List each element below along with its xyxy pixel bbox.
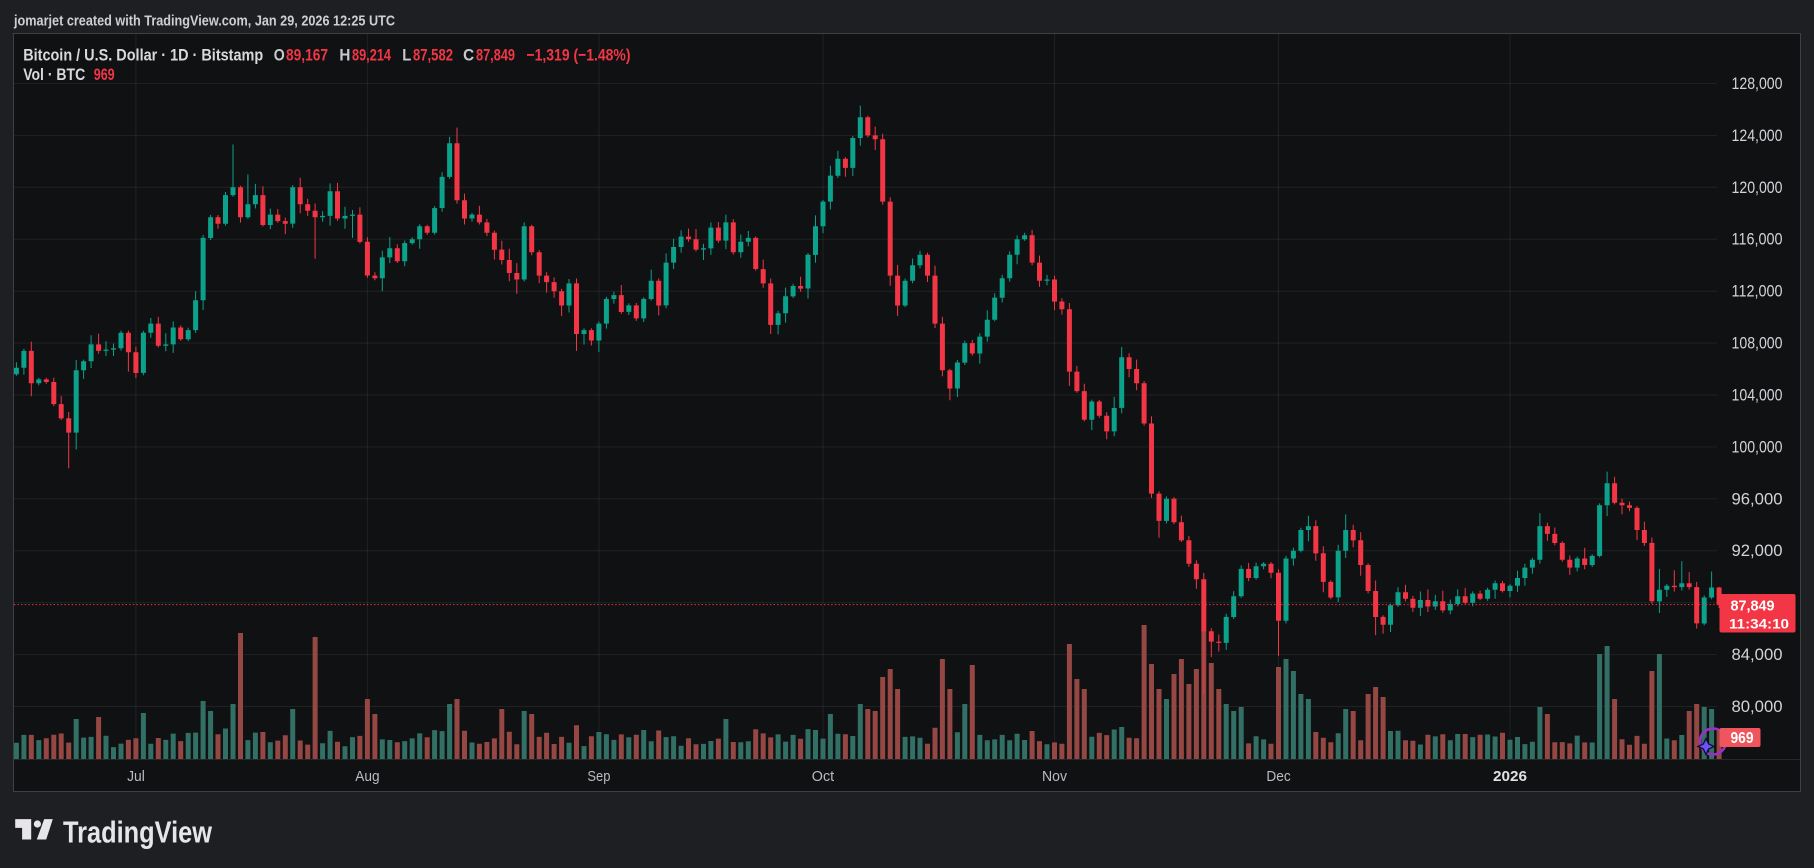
svg-text:87,849: 87,849 [1731,598,1775,615]
svg-text:100,000: 100,000 [1732,437,1783,456]
svg-text:Aug: Aug [355,768,379,785]
svg-text:O: O [274,46,285,65]
svg-text:124,000: 124,000 [1732,126,1783,145]
svg-text:92,000: 92,000 [1732,541,1783,560]
svg-text:89,214: 89,214 [352,46,391,65]
svg-text:11:34:10: 11:34:10 [1729,617,1789,632]
svg-text:120,000: 120,000 [1732,178,1783,197]
svg-text:−1,319 (−1.48%): −1,319 (−1.48%) [527,46,631,65]
svg-text:Dec: Dec [1266,768,1291,785]
svg-text:96,000: 96,000 [1732,489,1783,508]
svg-text:jomarjet created with TradingV: jomarjet created with TradingView.com, J… [13,13,395,30]
svg-text:Sep: Sep [587,768,610,785]
svg-text:Nov: Nov [1042,768,1067,785]
svg-text:Vol · BTC: Vol · BTC [23,65,85,84]
svg-text:Bitcoin / U.S. Dollar · 1D · B: Bitcoin / U.S. Dollar · 1D · Bitstamp [23,46,263,65]
svg-text:87,849: 87,849 [476,46,515,65]
svg-text:Oct: Oct [812,768,835,785]
svg-text:80,000: 80,000 [1732,697,1783,716]
svg-text:112,000: 112,000 [1732,282,1783,301]
svg-text:H: H [339,46,350,65]
svg-text:969: 969 [94,65,115,84]
svg-text:104,000: 104,000 [1732,386,1783,405]
svg-text:128,000: 128,000 [1732,74,1783,93]
svg-text:89,167: 89,167 [286,46,328,65]
svg-text:Jul: Jul [127,768,145,785]
svg-text:116,000: 116,000 [1732,230,1783,249]
svg-text:C: C [463,46,474,65]
svg-text:TradingView: TradingView [63,814,213,849]
svg-text:L: L [402,46,411,65]
svg-text:969: 969 [1731,730,1754,747]
svg-text:2026: 2026 [1493,768,1527,785]
svg-text:84,000: 84,000 [1732,645,1783,664]
svg-text:87,582: 87,582 [413,46,453,65]
svg-text:108,000: 108,000 [1732,334,1783,353]
